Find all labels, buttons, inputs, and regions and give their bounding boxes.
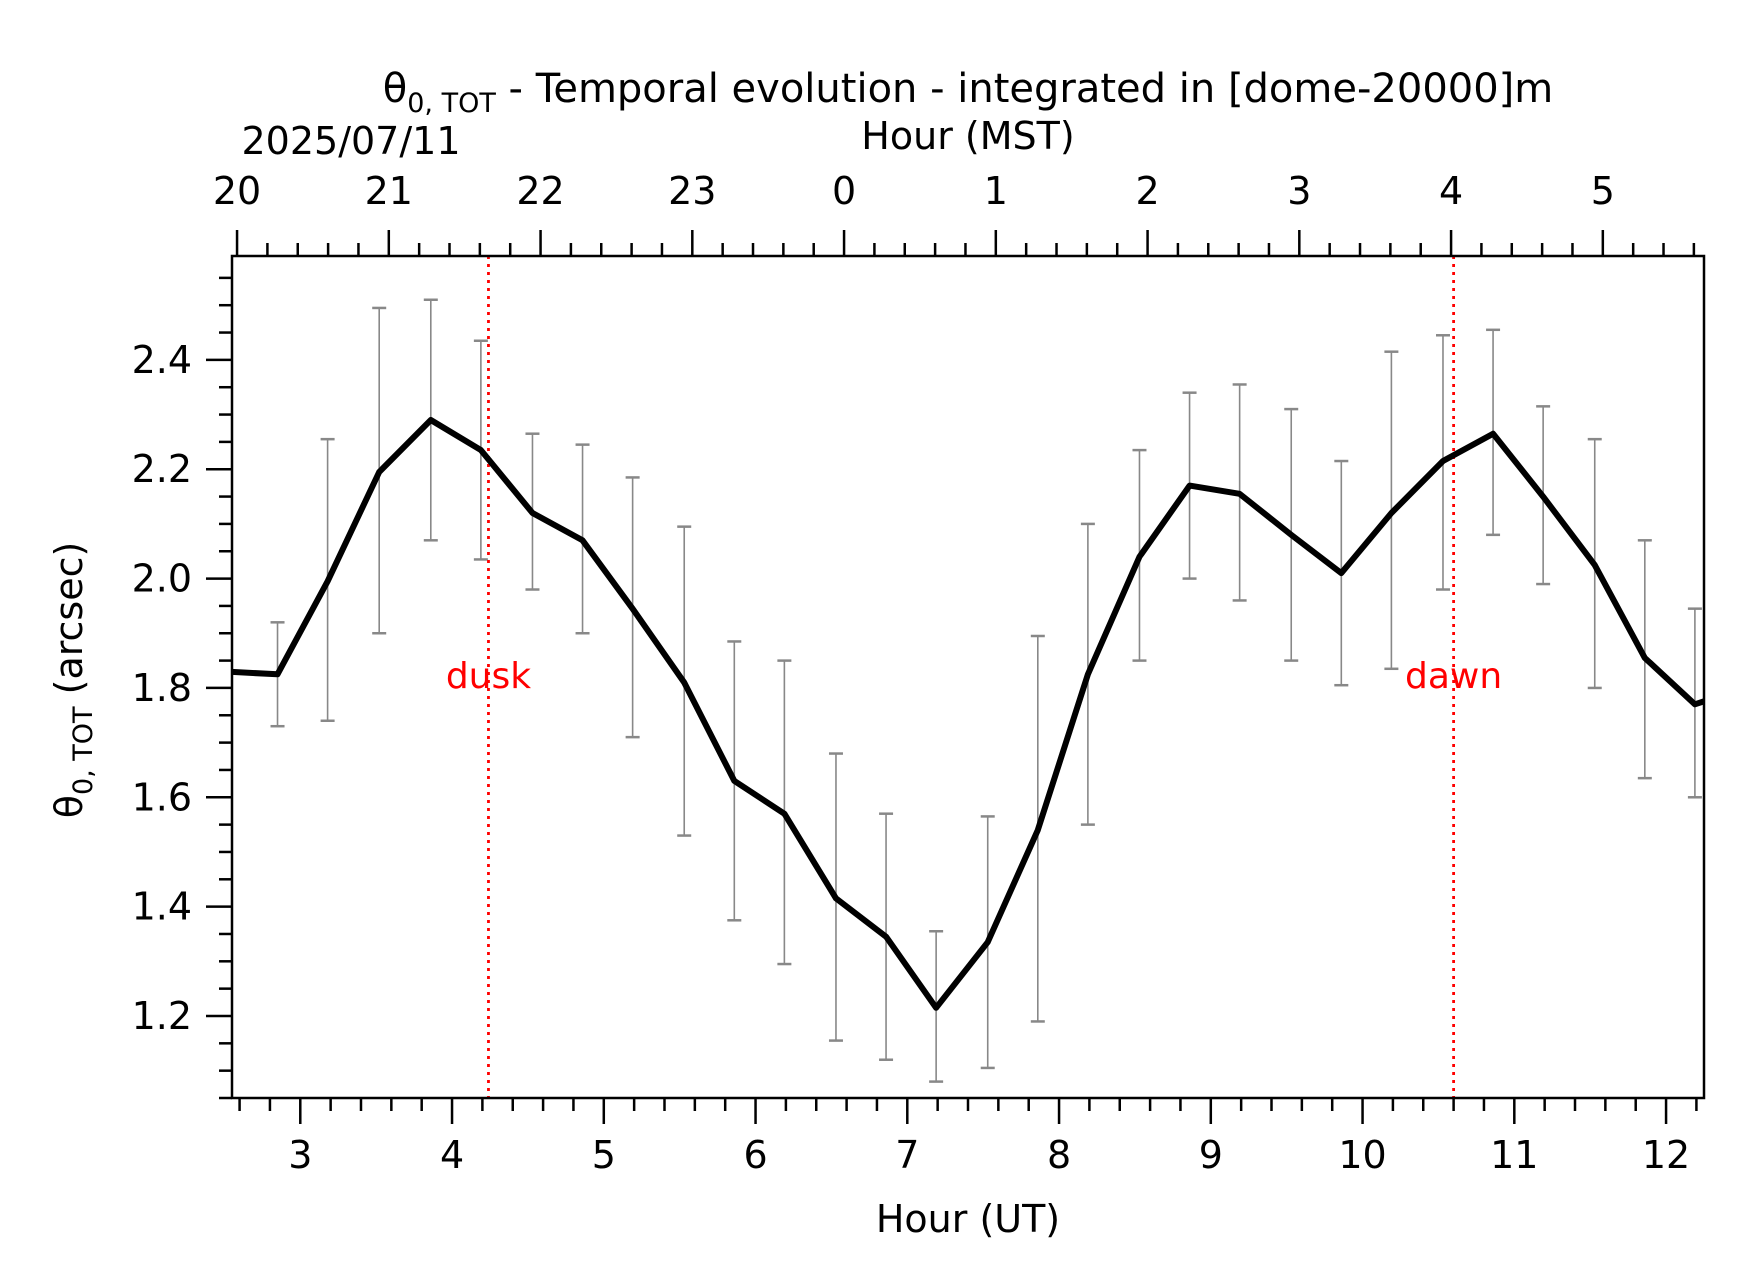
ylabel-text: (arcsec) — [47, 542, 91, 707]
top-tick-label: 1 — [984, 169, 1008, 213]
y-tick-label: 1.4 — [132, 885, 192, 929]
top-tick-label: 0 — [832, 169, 856, 213]
dawn-label: dawn — [1405, 656, 1502, 697]
top-tick-label: 2 — [1135, 169, 1159, 213]
y-tick-label: 2.0 — [132, 557, 192, 601]
y-tick-label: 1.2 — [132, 994, 192, 1038]
top-axis-label: Hour (MST) — [861, 114, 1074, 158]
top-tick-label: 20 — [213, 169, 261, 213]
y-tick-label: 2.2 — [132, 447, 192, 491]
x-tick-label: 6 — [743, 1133, 767, 1177]
series-line — [232, 417, 1704, 1011]
axis-ticks — [206, 230, 1698, 1124]
title-symbol: θ — [383, 66, 407, 112]
top-tick-label: 4 — [1439, 169, 1463, 213]
ylabel-subscript: 0, TOT — [68, 706, 99, 795]
dusk-label: dusk — [446, 656, 531, 697]
y-axis-label: θ0, TOT (arcsec) — [47, 542, 99, 819]
x-tick-label: 4 — [440, 1133, 464, 1177]
top-tick-label: 23 — [668, 169, 716, 213]
y-tick-label: 1.8 — [132, 666, 192, 710]
x-tick-label: 11 — [1490, 1133, 1538, 1177]
twilight-lines: dusk dawn — [446, 256, 1502, 1098]
plot-frame — [230, 254, 1706, 1100]
y-tick-label: 2.4 — [132, 338, 192, 382]
top-tick-label: 3 — [1287, 169, 1311, 213]
x-tick-label: 9 — [1199, 1133, 1223, 1177]
data-series — [232, 417, 1704, 1011]
error-bar — [217, 620, 231, 727]
top-tick-label: 21 — [365, 169, 413, 213]
top-tick-label: 22 — [516, 169, 564, 213]
x-tick-label: 5 — [592, 1133, 616, 1177]
ylabel-symbol: θ — [47, 795, 91, 818]
top-tick-label: 5 — [1591, 169, 1615, 213]
x-tick-label: 7 — [895, 1133, 919, 1177]
title-subscript: 0, TOT — [407, 88, 496, 119]
x-axis-label: Hour (UT) — [876, 1197, 1060, 1241]
title-text: - Temporal evolution - integrated in [do… — [496, 66, 1553, 112]
x-tick-label: 12 — [1642, 1133, 1690, 1177]
date-label: 2025/07/11 — [241, 119, 460, 163]
chart-title: θ0, TOT - Temporal evolution - integrate… — [383, 66, 1553, 119]
x-tick-label: 10 — [1338, 1133, 1386, 1177]
x-tick-label: 3 — [288, 1133, 312, 1177]
x-tick-label: 8 — [1047, 1133, 1071, 1177]
y-tick-label: 1.6 — [132, 775, 192, 819]
